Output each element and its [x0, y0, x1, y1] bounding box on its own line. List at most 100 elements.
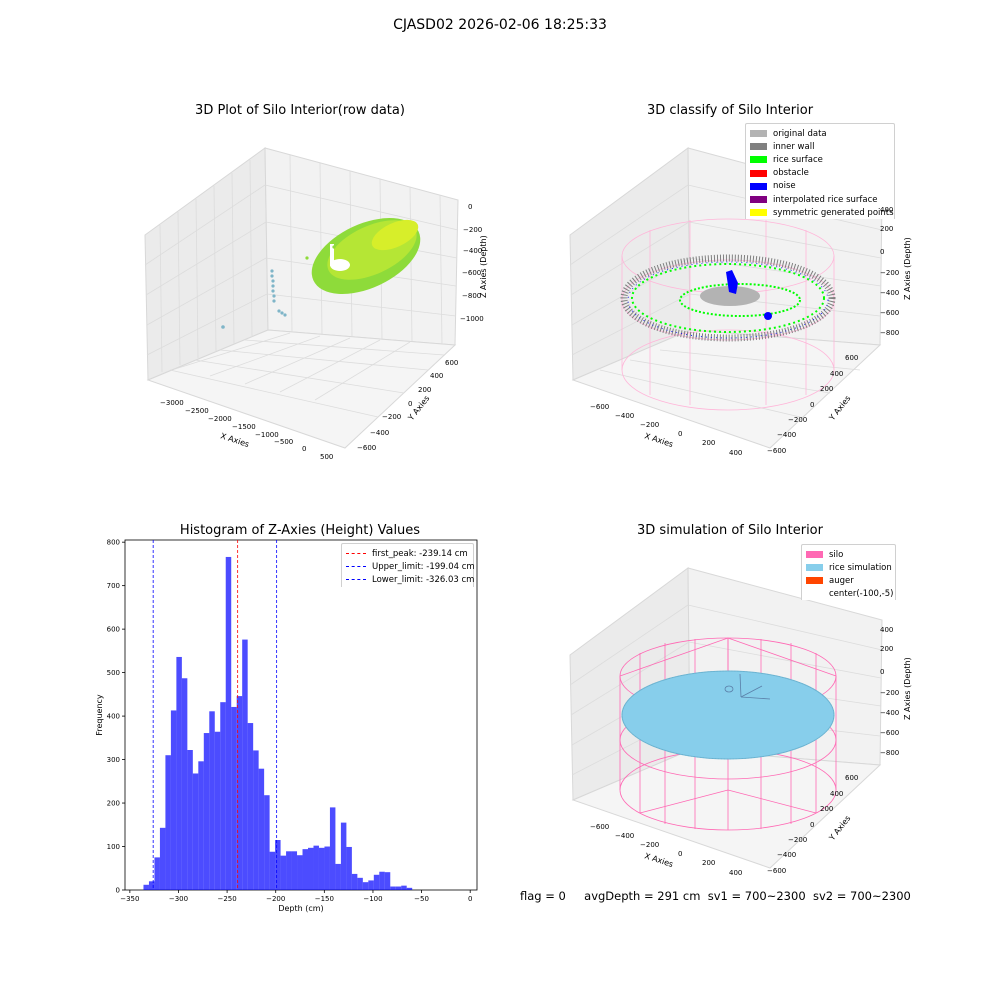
simulation-y-tick: 200 [820, 805, 833, 813]
classify-plot-title: 3D classify of Silo Interior [646, 103, 814, 118]
classify-original-data [700, 286, 760, 306]
histogram-bar [340, 822, 347, 890]
legend-item: first_peak: -239.14 cm [346, 547, 469, 560]
histogram-bar [401, 885, 407, 890]
classify-y-tick: −600 [767, 447, 786, 455]
raw-z-tick: −600 [462, 269, 481, 277]
raw-x-tick: −3000 [160, 399, 184, 407]
raw-y-ticks: 600 400 200 0 −200 −400 −600 [357, 359, 458, 452]
histogram-bar [187, 750, 193, 890]
histogram-bar [154, 857, 160, 890]
raw-x-tick: −1000 [255, 431, 279, 439]
legend-item: original data [750, 127, 890, 140]
legend-swatch [806, 551, 823, 559]
classify-x-tick: 200 [702, 439, 715, 447]
histogram-x-tick-label: −350 [120, 895, 139, 903]
histogram-x-axis-label: Depth (cm) [278, 904, 323, 913]
histogram-y-tick-label: 800 [107, 539, 120, 547]
simulation-z-tick: −600 [880, 729, 899, 737]
classify-obstacle-noise [726, 270, 738, 294]
histogram-x-tick-label: −300 [169, 895, 188, 903]
legend-swatch [346, 566, 366, 568]
raw-z-tick: −400 [463, 247, 482, 255]
simulation-z-tick: −400 [880, 709, 899, 717]
classify-x-tick: −200 [640, 421, 659, 429]
histogram-bar [253, 750, 259, 890]
legend-swatch [750, 169, 767, 177]
simulation-auger [724, 673, 771, 700]
histogram-bar [286, 851, 292, 890]
histogram-x-tick-label: −150 [315, 895, 334, 903]
legend-label: Upper_limit: -199.04 cm [372, 561, 474, 572]
raw-z-tick: −800 [462, 292, 481, 300]
legend-item: rice simulation [806, 561, 892, 574]
legend-swatch [750, 130, 767, 138]
figure-title: CJASD02 2026-02-06 18:25:33 [393, 17, 607, 33]
classify-z-tick: 200 [880, 225, 893, 233]
simulation-z-tick: 200 [880, 645, 893, 653]
histogram-x-tick-label: −50 [414, 895, 429, 903]
classify-y-tick: 200 [820, 385, 833, 393]
legend-swatch [750, 209, 767, 217]
simulation-y-tick: 400 [830, 790, 843, 798]
classify-x-tick: 0 [678, 430, 682, 438]
legend-swatch [750, 182, 767, 190]
raw-outlier-points [221, 269, 287, 329]
simulation-x-tick: −200 [640, 841, 659, 849]
simulation-x-tick: 400 [729, 869, 742, 877]
histogram-bar [362, 882, 369, 890]
raw-y-tick: −400 [370, 429, 389, 437]
legend-item: Upper_limit: -199.04 cm [346, 560, 474, 573]
sv2-text: sv2 = 700~2300 [812, 889, 911, 903]
histogram-bar [181, 678, 188, 890]
histogram-bar [351, 873, 358, 890]
raw-rice-cloud-top [371, 219, 419, 251]
histogram-title: Histogram of Z-Axies (Height) Values [179, 523, 421, 538]
simulation-x-tick: 200 [702, 859, 715, 867]
histogram-legend: first_peak: -239.14 cm Upper_limit: -199… [341, 543, 474, 587]
histogram-bar [192, 773, 199, 890]
simulation-z-tick: −800 [880, 749, 899, 757]
histogram-bar [368, 880, 374, 890]
raw-cloud-gap [330, 259, 350, 271]
classify-y-tick: −400 [777, 431, 796, 439]
legend-swatch [750, 143, 767, 151]
histogram-y-tick-label: 700 [107, 582, 120, 590]
histogram-y-tick-label: 600 [107, 626, 120, 634]
simulation-z-tick: −200 [880, 689, 899, 697]
simulation-x-tick: −400 [615, 832, 634, 840]
legend-label: auger [829, 575, 854, 586]
raw-y-tick: 600 [445, 359, 458, 367]
histogram-y-tick-label: 100 [107, 843, 120, 851]
classify-y-tick: 600 [845, 354, 858, 362]
histogram-y-ticks: 0 100 200 300 400 500 600 700 800 [107, 539, 125, 895]
histogram-bar [247, 723, 254, 890]
classify-x-tick: −600 [590, 403, 609, 411]
classify-x-tick: 400 [729, 449, 742, 457]
legend-swatch [806, 591, 823, 598]
raw-y-tick: 200 [418, 386, 431, 394]
legend-item: auger [806, 574, 891, 587]
legend-item: noise [750, 180, 890, 193]
legend-swatch [346, 553, 366, 555]
histogram-bar [275, 840, 281, 890]
classify-x-tick: −400 [615, 412, 634, 420]
legend-swatch [346, 579, 366, 581]
histogram-y-axis-label: Frequency [95, 694, 104, 736]
histogram-x-ticks: −350 −300 −250 −200 −150 −100 −50 0 [120, 890, 472, 903]
histogram-bar [242, 639, 248, 890]
avg-depth-text: avgDepth = 291 cm [584, 889, 701, 903]
legend-item: symmetric generated points [750, 206, 894, 219]
histogram-bar [165, 755, 171, 890]
raw-y-tick: −200 [382, 413, 401, 421]
raw-z-tick: 0 [468, 203, 472, 211]
histogram-bar [159, 827, 166, 890]
histogram-bar [280, 855, 287, 890]
histogram-y-tick-label: 500 [107, 669, 120, 677]
legend-label: rice surface [773, 154, 823, 165]
classify-z-tick: 400 [880, 206, 893, 214]
raw-obstacle-gap [330, 244, 334, 266]
simulation-x-axis-label: X Axies [643, 851, 674, 869]
histogram-bar [264, 795, 270, 890]
legend-label: obstacle [773, 168, 809, 179]
